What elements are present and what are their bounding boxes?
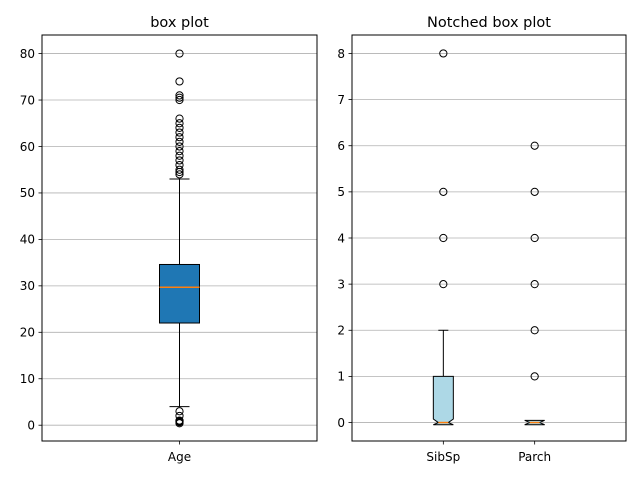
y-tick-label: 70 [20, 93, 35, 107]
y-tick-label: 0 [337, 416, 345, 430]
box [159, 263, 200, 324]
y-tick-label: 2 [337, 324, 345, 338]
outlier-point [175, 114, 184, 123]
y-tick-label: 60 [20, 140, 35, 154]
outlier-point [175, 91, 184, 100]
outlier-point [175, 407, 184, 416]
outlier-point [175, 119, 184, 128]
outlier-point [175, 93, 184, 102]
y-tick-label: 20 [20, 326, 35, 340]
outlier-point [175, 142, 184, 151]
outlier-point [530, 141, 539, 150]
outlier-point [175, 156, 184, 165]
y-tick-label: 30 [20, 279, 35, 293]
x-axis: SibSp Parch [426, 441, 551, 464]
box-series [432, 49, 545, 426]
y-axis: 0 1 2 3 4 5 6 7 8 [337, 47, 352, 430]
outlier-point [175, 151, 184, 160]
y-tick-label: 50 [20, 186, 35, 200]
chart-title: Notched box plot [427, 15, 551, 31]
y-tick-label: 4 [337, 231, 345, 245]
chart-notched-panel: 0 1 2 3 4 5 6 7 8 SibSp Parch Notched box plot [337, 15, 627, 464]
y-tick-label: 1 [337, 370, 345, 384]
outlier-point [175, 77, 184, 86]
y-tick-label: 7 [337, 93, 345, 107]
y-tick-label: 0 [27, 419, 35, 433]
outlier-point [175, 95, 184, 105]
outlier-point [175, 49, 184, 58]
outlier-point [175, 160, 184, 170]
outlier-point [530, 372, 539, 381]
outlier-point [175, 128, 184, 137]
outlier-point [439, 233, 448, 243]
outlier-point [175, 165, 184, 174]
outlier-point [439, 49, 448, 58]
outlier-point [175, 133, 184, 142]
y-tick-label: 6 [337, 139, 345, 153]
x-tick-label: SibSp [426, 450, 460, 464]
box-series [159, 49, 200, 428]
outlier-point [530, 187, 539, 196]
y-tick-label: 80 [20, 47, 35, 61]
outlier-point [530, 280, 539, 289]
outlier-point [175, 411, 184, 421]
outlier-point [175, 416, 184, 425]
outlier-point [530, 326, 539, 335]
chart-age-panel: 0 10 20 30 40 50 60 70 80 Age box plot [20, 15, 318, 464]
y-grid [352, 53, 626, 423]
outlier-point [175, 137, 184, 146]
x-tick-label: Age [168, 450, 191, 464]
outlier-point [175, 147, 184, 156]
x-tick-label: Parch [518, 450, 551, 464]
y-tick-label: 5 [337, 185, 345, 199]
y-tick-label: 3 [337, 277, 345, 291]
box [432, 375, 454, 426]
y-tick-label: 40 [20, 233, 35, 247]
outlier-point [175, 123, 184, 133]
outlier-point [439, 280, 448, 289]
x-axis: Age [168, 441, 191, 464]
y-tick-label: 8 [337, 47, 345, 61]
outlier-point [439, 187, 448, 196]
y-tick-label: 10 [20, 372, 35, 386]
chart-title: box plot [150, 15, 209, 31]
outlier-point [530, 233, 539, 243]
outlier-point [175, 170, 184, 179]
y-axis: 0 10 20 30 40 50 60 70 80 [20, 47, 42, 433]
